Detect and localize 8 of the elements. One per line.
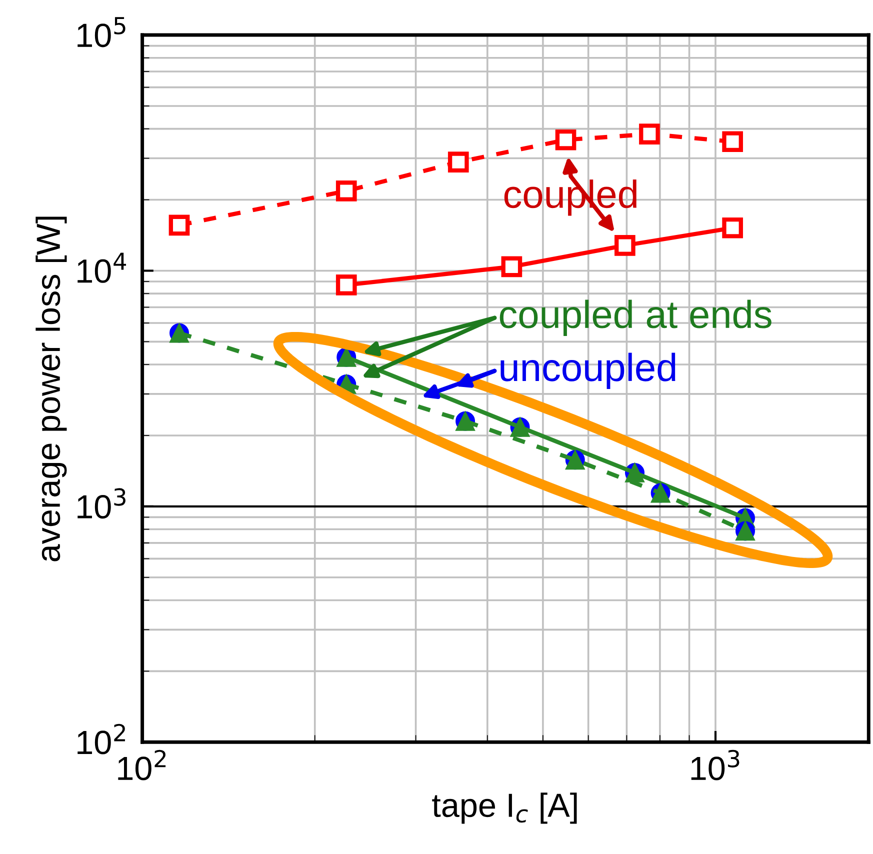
y-tick-label: 10$^{3}$	[78, 488, 126, 519]
annotation: uncoupled	[500, 352, 676, 390]
x-axis-title: tape I$_{c}$ [A]	[432, 792, 577, 824]
annotation: coupled at ends	[500, 300, 772, 336]
y-tick-label: 10$^{5}$	[78, 17, 126, 48]
y-axis-title: average power loss [W]	[36, 216, 67, 562]
y-tick-label: 10$^{4}$	[78, 252, 126, 283]
y-tick-label: 10$^{2}$	[78, 724, 125, 754]
